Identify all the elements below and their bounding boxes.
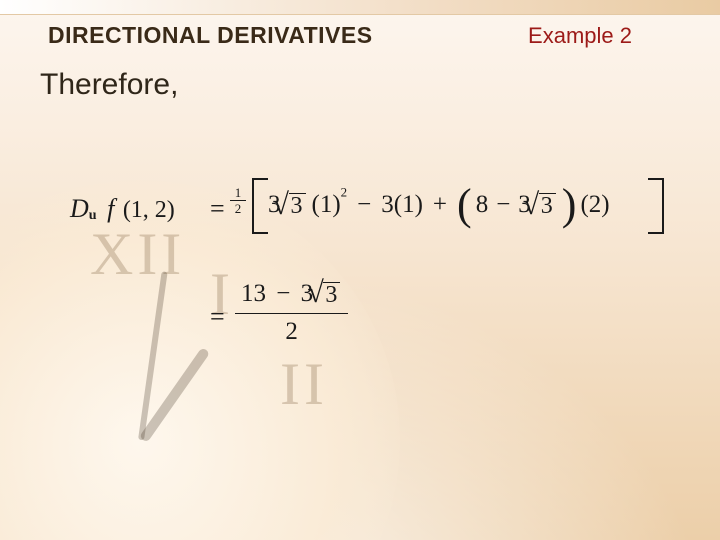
res-radicand: 3 bbox=[323, 282, 340, 307]
term2: 3(1) bbox=[381, 180, 423, 230]
left-bracket bbox=[252, 178, 268, 234]
slide: XII I II DIRECTIONAL DERIVATIVES Example… bbox=[0, 0, 720, 540]
minus-3: − bbox=[276, 280, 290, 307]
result-numerator: 13 − 3 √3 bbox=[235, 280, 348, 313]
example-label: Example 2 bbox=[528, 23, 632, 49]
result-fraction: 13 − 3 √3 2 bbox=[235, 280, 348, 346]
lead-text: Therefore, bbox=[40, 68, 178, 102]
term1-power: 2 bbox=[341, 185, 348, 200]
term1-base: (1) bbox=[312, 180, 341, 230]
operator-D: D bbox=[70, 194, 89, 223]
eval-point: (1, 2) bbox=[123, 197, 175, 223]
half-denominator: 2 bbox=[230, 202, 246, 215]
bracket-content: 3 √3 (1)2 − 3(1) + ( 8 − 3 √3 ) (2) bbox=[268, 180, 610, 230]
right-paren-big: ) bbox=[562, 183, 577, 227]
subscript-u: u bbox=[89, 208, 97, 223]
right-bracket bbox=[648, 178, 664, 234]
equals-1: = bbox=[210, 194, 225, 224]
sqrt-icon: √3 bbox=[321, 281, 340, 309]
equals-2: = bbox=[210, 302, 225, 332]
sqrt-icon: √3 bbox=[537, 193, 556, 218]
top-bar bbox=[0, 0, 720, 15]
res-a: 13 bbox=[241, 280, 266, 307]
result-denominator: 2 bbox=[235, 314, 348, 346]
term3-mult: (2) bbox=[580, 180, 609, 230]
term3-radicand: 3 bbox=[539, 193, 556, 218]
term1-radicand: 3 bbox=[289, 193, 306, 218]
minus-1: − bbox=[357, 180, 371, 230]
function-f: f bbox=[107, 194, 114, 223]
one-half: 1 2 bbox=[230, 186, 246, 215]
clock-numeral: II bbox=[280, 350, 328, 419]
sqrt-icon: √3 bbox=[287, 193, 306, 218]
half-numerator: 1 bbox=[230, 186, 246, 199]
math-area: Du f (1, 2) = 1 2 3 √3 (1)2 − 3(1) + ( bbox=[70, 180, 690, 250]
term3-a: 8 bbox=[476, 180, 489, 230]
title-row: DIRECTIONAL DERIVATIVES Example 2 bbox=[48, 22, 672, 49]
section-title: DIRECTIONAL DERIVATIVES bbox=[48, 22, 373, 49]
plus-1: + bbox=[433, 180, 447, 230]
equation-line-1: Du f (1, 2) = 1 2 3 √3 (1)2 − 3(1) + ( bbox=[70, 180, 690, 250]
minus-2: − bbox=[496, 180, 510, 230]
left-paren-big: ( bbox=[457, 183, 472, 227]
lhs: Du f (1, 2) bbox=[70, 194, 175, 224]
